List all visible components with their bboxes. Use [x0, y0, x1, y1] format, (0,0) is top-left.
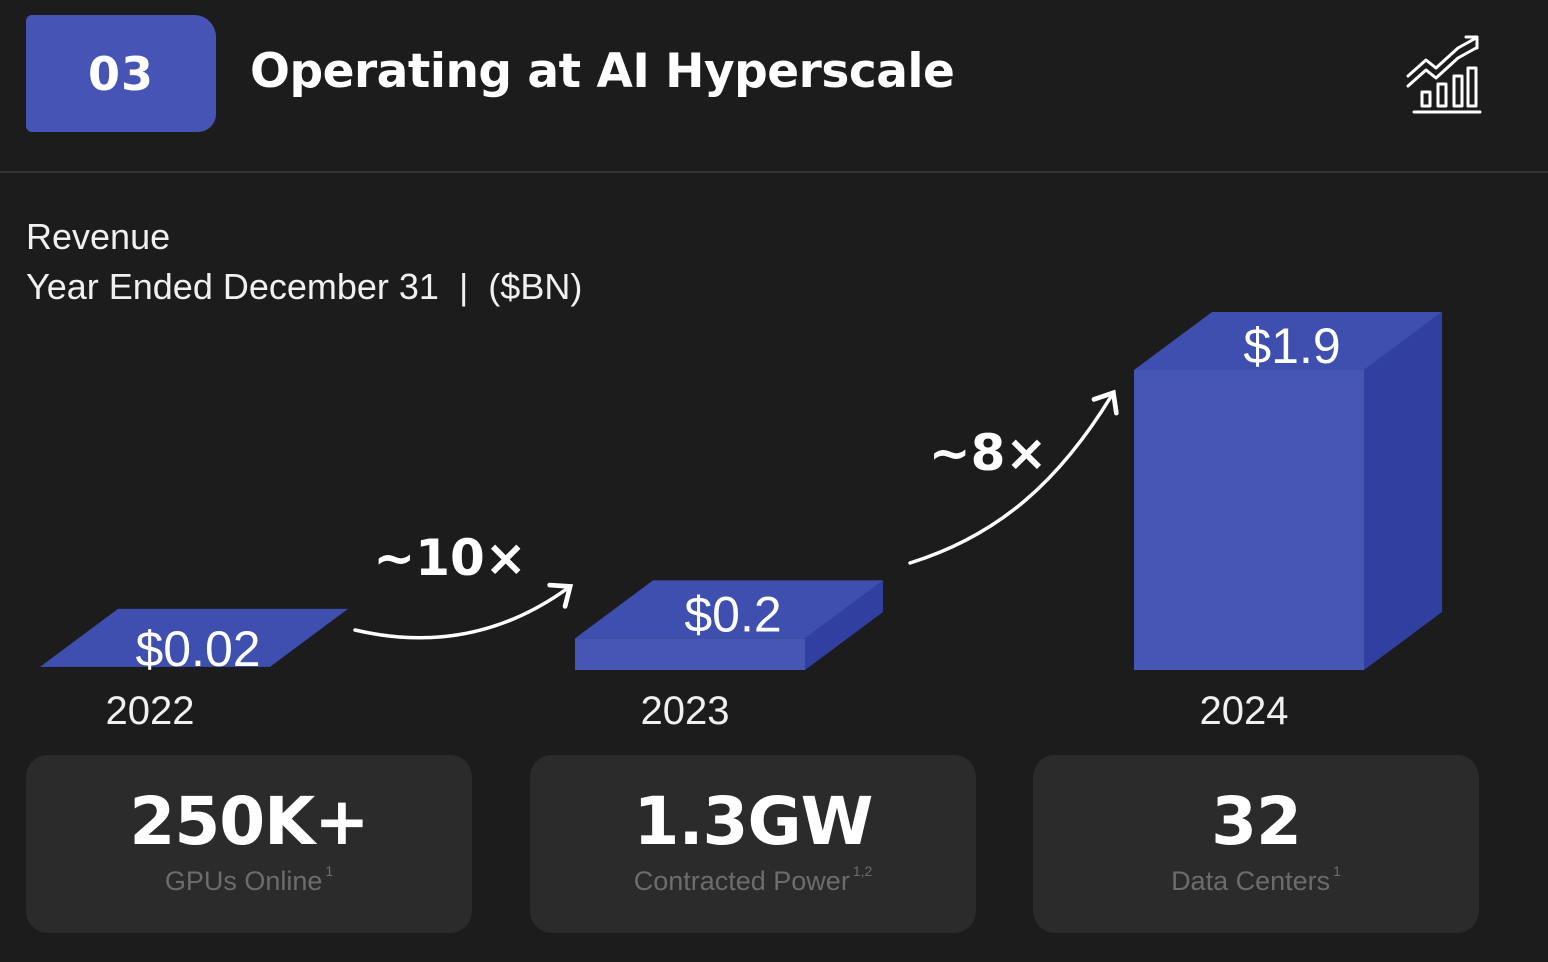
bar-top	[40, 608, 348, 667]
bar-side	[805, 580, 883, 670]
stat-label: Contracted Power 1,2	[633, 863, 873, 896]
stat-card-power: 1.3GW Contracted Power 1,2	[530, 755, 976, 933]
bar-top	[1134, 312, 1442, 370]
bar-side	[1364, 312, 1442, 670]
bar-front	[575, 638, 805, 670]
header-divider	[0, 171, 1548, 173]
chart-subtitle: Revenue Year Ended December 31 | ($BN)	[26, 212, 582, 312]
stat-label: GPUs Online 1	[164, 863, 334, 896]
footnote-marker: 1	[325, 863, 334, 879]
growth-arrow	[908, 389, 1119, 565]
footnote-marker: 1	[1333, 863, 1341, 879]
stat-card-datacenters: 32 Data Centers 1	[1033, 755, 1479, 933]
growth-chart-icon	[1406, 35, 1482, 114]
stat-label: Data Centers 1	[1171, 863, 1341, 896]
chart-period-label: Year Ended December 31 | ($BN)	[26, 266, 583, 307]
growth-annotation: ~10×	[373, 529, 526, 587]
bar-front	[1134, 370, 1364, 670]
stat-card-gpus: 250K+ GPUs Online 1	[26, 755, 472, 933]
category-label: 2023	[641, 689, 730, 733]
category-label: 2022	[106, 689, 195, 733]
bar-2024	[1134, 312, 1442, 670]
page-title: Operating at AI Hyperscale	[250, 44, 955, 99]
chart-title-revenue: Revenue	[26, 216, 171, 257]
growth-arrow	[353, 582, 574, 640]
footnote-marker: 1,2	[852, 863, 873, 879]
bar-2022	[40, 608, 348, 667]
stat-value: 250K+	[129, 783, 369, 860]
value-label: $0.2	[684, 586, 781, 642]
revenue-chart: $0.02 2022 $0.2 2023 $1.9 2024 ~10× ~8×	[40, 312, 1442, 733]
stat-value: 1.3GW	[633, 783, 874, 860]
stat-value: 32	[1211, 783, 1302, 860]
value-label: $0.02	[135, 621, 260, 677]
bar-top	[575, 580, 883, 639]
header: 03 Operating at AI Hyperscale	[0, 0, 1548, 172]
value-label: $1.9	[1243, 318, 1340, 374]
growth-annotation: ~8×	[929, 424, 1048, 482]
bar-2023	[575, 580, 883, 670]
category-label: 2024	[1200, 689, 1289, 733]
section-number: 03	[87, 46, 154, 101]
section-badge: 03	[26, 15, 216, 132]
